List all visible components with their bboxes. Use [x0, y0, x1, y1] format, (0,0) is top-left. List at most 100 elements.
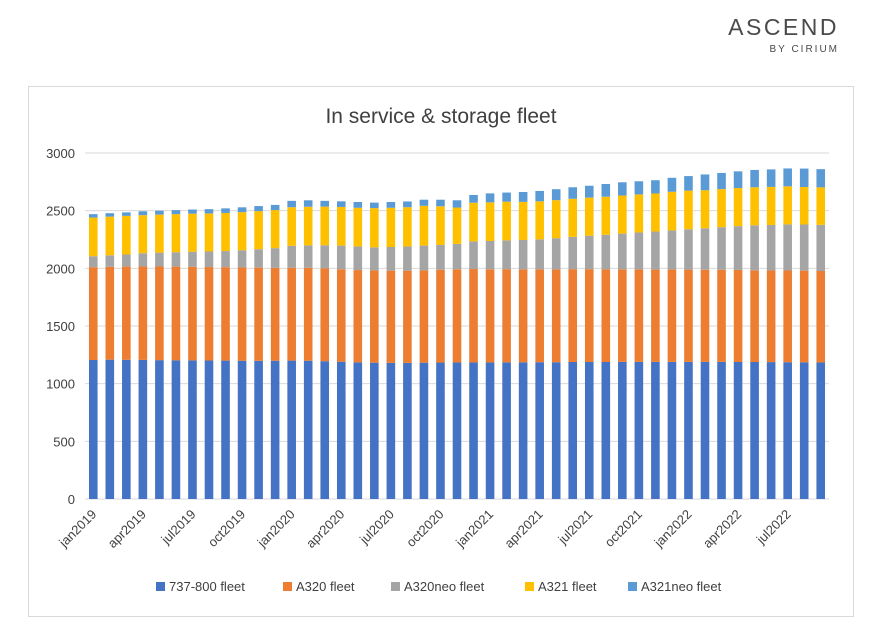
bar-segment: [452, 243, 462, 270]
bar-segment: [684, 190, 693, 230]
bar-segment: [138, 359, 148, 499]
bar-segment: [138, 253, 148, 267]
bar-segment: [303, 360, 313, 499]
bar-segment: [601, 361, 611, 499]
legend-label: A321neo fleet: [641, 579, 722, 594]
bar-segment: [502, 269, 511, 363]
bar-segment: [733, 188, 743, 227]
bar-segment: [254, 211, 263, 250]
bar-segment: [353, 246, 363, 271]
bar-segment: [750, 270, 759, 362]
bar-segment: [436, 362, 445, 499]
legend-swatch: [156, 582, 165, 591]
bar-segment: [601, 184, 611, 197]
bar-segment: [485, 193, 495, 203]
bar-segment: [287, 267, 296, 361]
bar-segment: [204, 209, 214, 214]
bar-segment: [551, 269, 561, 363]
bar-segment: [88, 217, 98, 257]
bar-segment: [419, 270, 429, 363]
bar-segment: [733, 226, 743, 270]
bar-segment: [469, 269, 478, 363]
brand-subtitle: BY CIRIUM: [769, 44, 839, 55]
brand-name: ASCEND: [728, 14, 839, 40]
x-tick-label: apr2021: [501, 507, 545, 551]
bar-segment: [667, 230, 677, 270]
bar-segment: [303, 200, 313, 207]
bar-segment: [336, 201, 346, 207]
bar-segment: [568, 236, 578, 270]
bar-segment: [601, 269, 611, 362]
x-tick-label: jul2022: [753, 507, 794, 548]
bar-segment: [667, 177, 677, 192]
bar-segment: [221, 251, 230, 268]
bar-segment: [485, 202, 495, 241]
bar-segment: [750, 169, 759, 188]
legend-item: A320neo fleet: [391, 579, 485, 594]
legend-swatch: [628, 582, 637, 591]
bar-segment: [601, 196, 611, 235]
bar-segment: [254, 360, 263, 499]
bar-segment: [684, 269, 693, 362]
bar-segment: [551, 238, 561, 270]
bar-segment: [370, 270, 379, 363]
bar-segment: [452, 362, 462, 499]
legend-item: A321neo fleet: [628, 579, 722, 594]
bar-segment: [634, 361, 644, 499]
bar-segment: [122, 215, 131, 255]
bar-segment: [336, 206, 346, 246]
legend-label: A320 fleet: [296, 579, 355, 594]
bar-segment: [403, 246, 412, 271]
bar-segment: [270, 267, 280, 361]
bar-segment: [105, 255, 115, 267]
bar-segment: [535, 269, 544, 363]
bar-segment: [105, 213, 115, 217]
bar-segment: [799, 270, 809, 363]
bar-segment: [618, 182, 627, 196]
bar-segment: [155, 214, 164, 253]
x-tick-label: jan2021: [452, 507, 496, 551]
bar-segment: [551, 362, 561, 499]
bar-segment: [370, 202, 379, 209]
x-tick-label: oct2020: [403, 507, 446, 550]
bar-segment: [700, 269, 710, 362]
bar-segment: [485, 362, 495, 499]
bar-segment: [799, 224, 809, 271]
bar-segment: [204, 251, 214, 268]
bar-segment: [436, 199, 445, 207]
bar-segment: [403, 270, 412, 363]
bar-segment: [799, 362, 809, 499]
legend-label: 737-800 fleet: [169, 579, 245, 594]
bar-segment: [601, 234, 611, 270]
bar-segment: [155, 210, 164, 215]
bar-segment: [816, 362, 826, 499]
bar-segment: [651, 231, 660, 270]
bar-segment: [634, 181, 644, 195]
bar-segment: [105, 359, 115, 499]
legend-item: A321 fleet: [525, 579, 597, 594]
bar-segment: [155, 252, 164, 267]
bar-segment: [204, 267, 214, 361]
bar-segment: [667, 191, 677, 231]
bar-segment: [750, 225, 759, 271]
bar-segment: [336, 361, 346, 499]
bar-segment: [237, 250, 247, 268]
bar-segment: [320, 206, 330, 246]
bar-segment: [452, 207, 462, 244]
bar-segment: [766, 186, 776, 225]
legend-item: A320 fleet: [283, 579, 355, 594]
bar-segment: [535, 239, 544, 270]
bar-segment: [667, 361, 677, 499]
y-tick-label: 2000: [46, 261, 75, 276]
bar-segment: [584, 361, 594, 499]
bar-segment: [684, 361, 693, 499]
bar-segment: [237, 212, 247, 251]
bar-segment: [270, 248, 280, 268]
bar-segment: [469, 194, 478, 203]
bar-segment: [783, 224, 792, 271]
legend-swatch: [525, 582, 534, 591]
bar-segment: [419, 245, 429, 271]
bar-segment: [518, 201, 528, 240]
bar-segment: [221, 208, 230, 213]
bar-segment: [502, 192, 511, 202]
